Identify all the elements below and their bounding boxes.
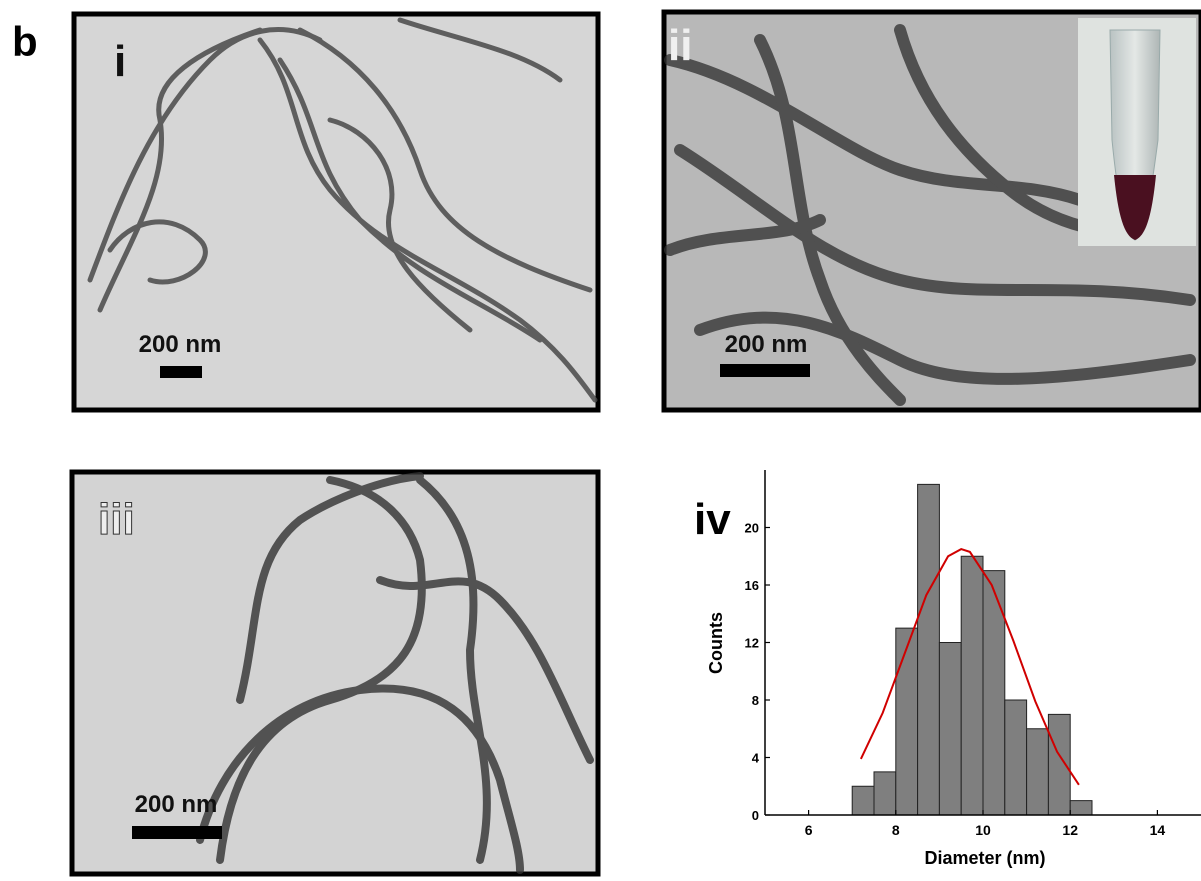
bar — [1004, 699, 1028, 816]
scale-bar — [132, 826, 222, 839]
scale-bar-label: 200 nm — [135, 791, 218, 818]
bar — [1026, 728, 1049, 816]
x-tick-label: 10 — [975, 822, 991, 838]
y-tick-label: 20 — [745, 521, 759, 536]
bar — [960, 555, 984, 816]
scale-bar-label: 200 nm — [725, 331, 808, 358]
panel-label: i — [114, 37, 126, 86]
panel-i: i 200 nm — [71, 11, 601, 413]
x-tick-label: 14 — [1150, 822, 1166, 838]
bar — [917, 483, 940, 816]
panel-ii: ii 200 nm — [661, 9, 1201, 413]
figure-label: b — [12, 18, 38, 65]
nanochains — [87, 17, 598, 403]
solution — [1114, 175, 1156, 240]
tem-image — [71, 11, 601, 413]
scale-bar — [160, 366, 202, 378]
y-axis-label: Counts — [706, 612, 726, 674]
scale-bar-label: 200 nm — [139, 331, 222, 358]
bar — [851, 785, 875, 816]
y-tick-label: 0 — [752, 808, 759, 823]
y-tick-label: 4 — [752, 751, 760, 766]
y-tick-label: 8 — [752, 693, 759, 708]
x-tick-label: 12 — [1062, 822, 1078, 838]
panel-label: iv — [694, 495, 731, 544]
x-axis-label: Diameter (nm) — [924, 848, 1045, 868]
panel-label: ii — [668, 21, 692, 70]
y-tick-label: 12 — [745, 636, 759, 651]
scale-bar — [720, 364, 810, 377]
panel-iii: iii 200 nm — [69, 469, 601, 877]
bar — [895, 627, 919, 816]
nanochains — [196, 472, 594, 874]
x-tick-label: 6 — [805, 822, 813, 838]
bar — [938, 642, 962, 816]
panel-label: iii — [98, 495, 135, 544]
histogram-panel: 0 4 8 12 16 20 6 8 10 12 14 Diameter (nm) Counts iv — [694, 470, 1201, 868]
y-tick-label: 16 — [745, 578, 759, 593]
bar — [873, 771, 897, 816]
bar — [1047, 713, 1071, 816]
fit-curve — [859, 548, 1080, 786]
bar — [982, 570, 1006, 816]
bar — [1069, 800, 1093, 816]
x-tick-label: 8 — [892, 822, 900, 838]
